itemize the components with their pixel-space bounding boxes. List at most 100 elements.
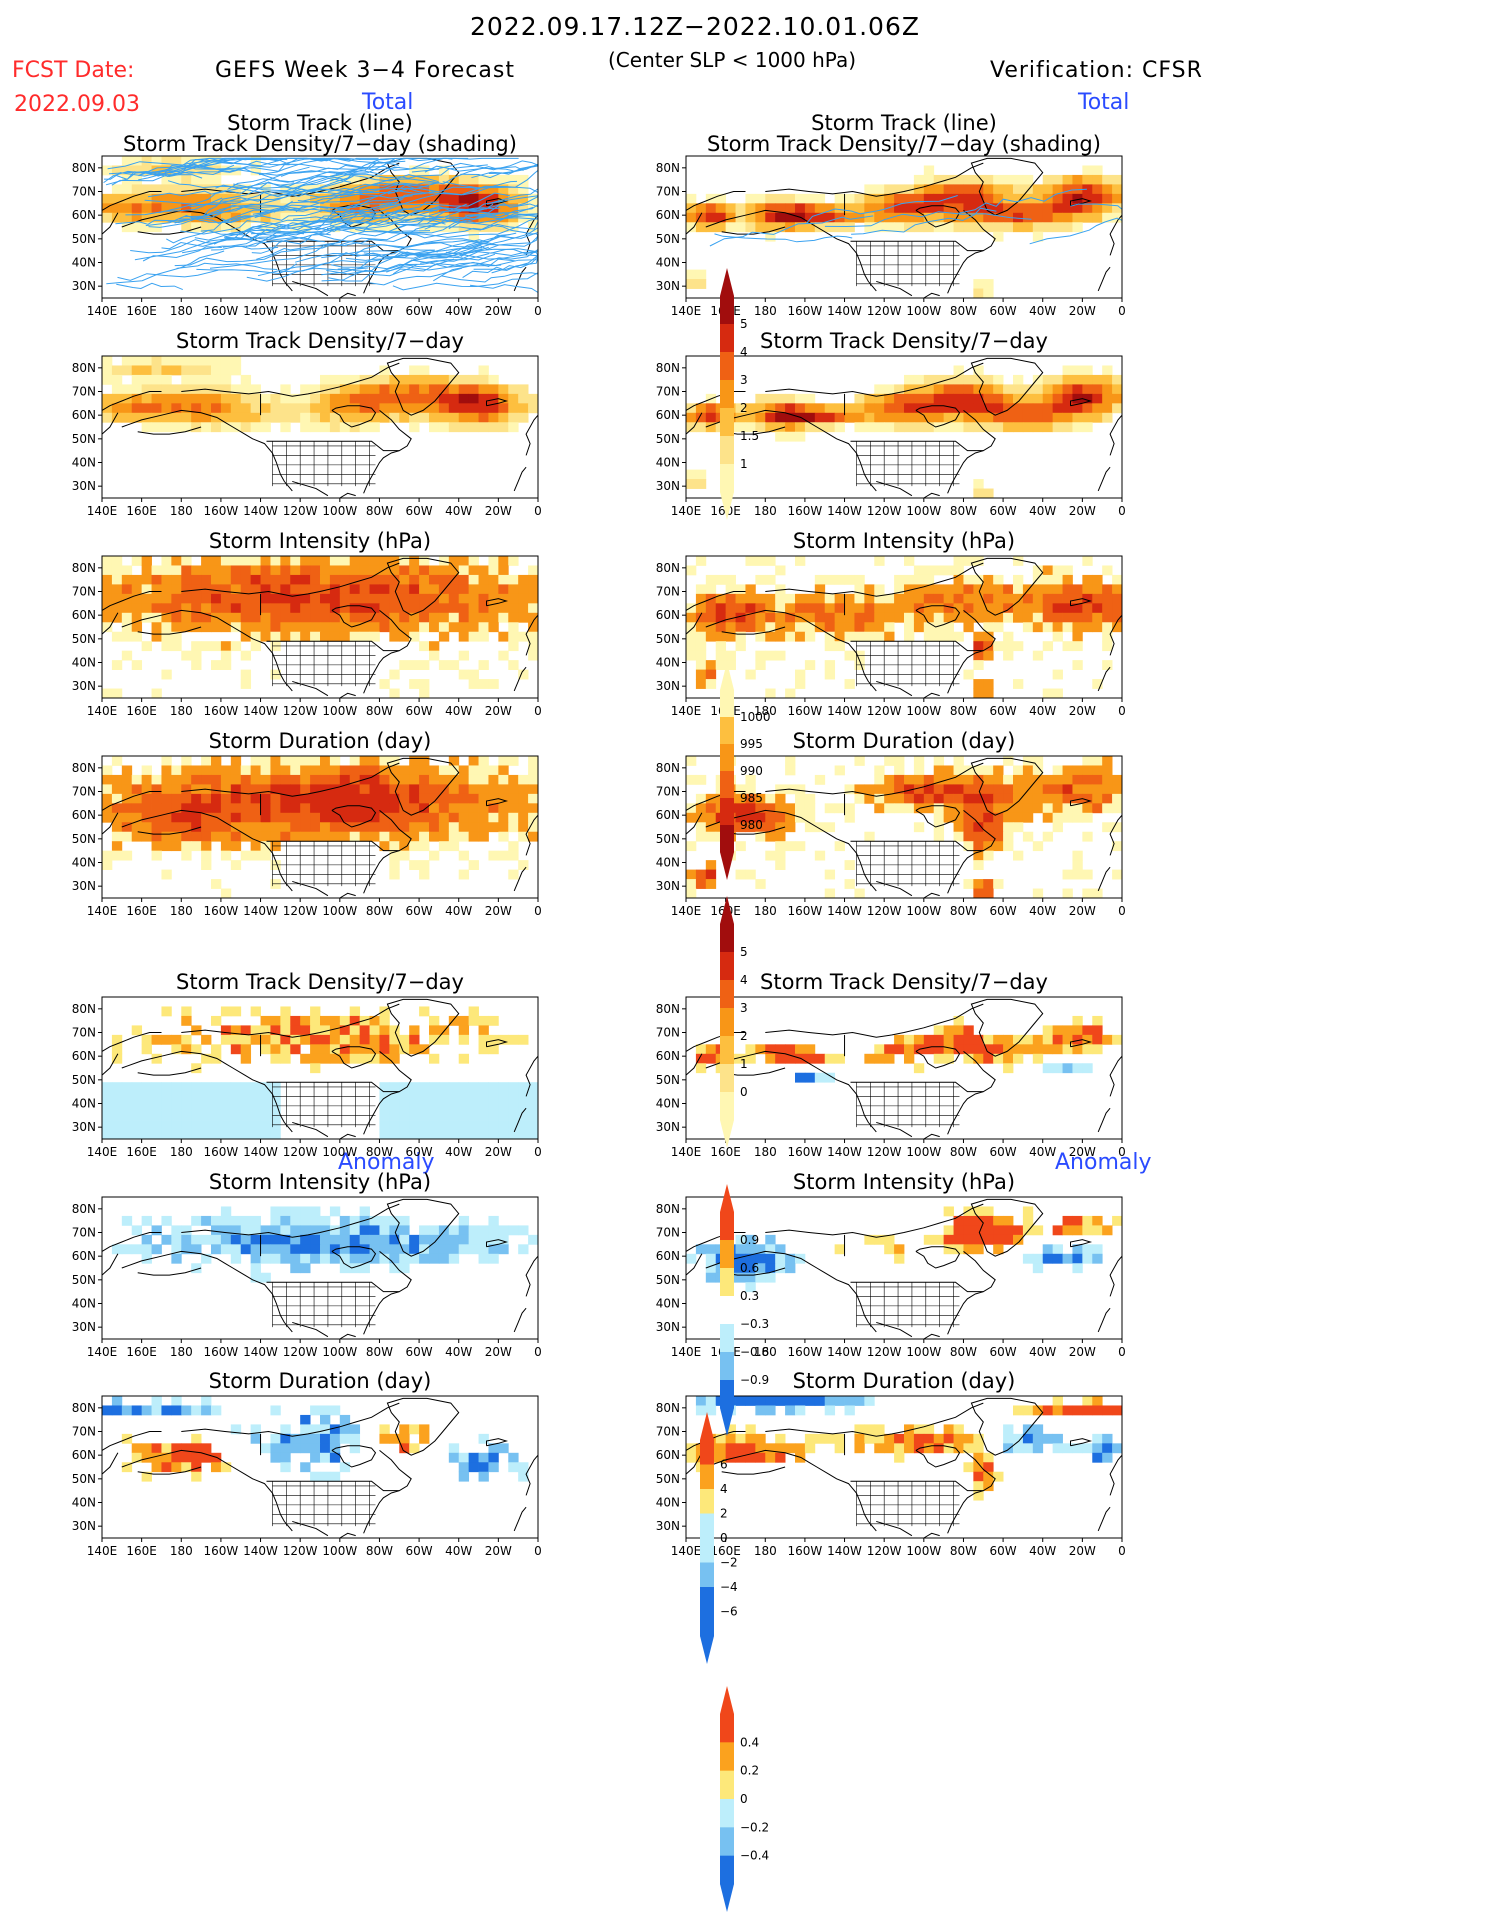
grid-cell	[329, 812, 341, 823]
coastline	[1109, 1255, 1123, 1297]
grid-cell	[1102, 584, 1113, 595]
colorbar-swatch	[720, 1770, 734, 1800]
grid-cell	[765, 812, 776, 823]
grid-cell	[389, 1253, 400, 1264]
grid-cell	[695, 822, 707, 833]
grid-cell	[508, 660, 519, 670]
coastline	[876, 280, 913, 297]
storm-track-line	[138, 161, 400, 181]
grid-cell	[1052, 222, 1063, 233]
grid-cell	[379, 556, 390, 566]
grid-cell	[320, 212, 331, 223]
border-line	[266, 1081, 400, 1093]
grid-cell	[419, 1120, 430, 1130]
grid-cell	[141, 831, 152, 842]
y-tick-label: 80N	[656, 161, 680, 175]
grid-cell	[983, 831, 994, 842]
grid-cell	[181, 1006, 192, 1017]
grid-cell	[300, 831, 311, 842]
grid-cell	[715, 1433, 727, 1444]
grid-cell	[151, 688, 162, 699]
grid-cell	[211, 1462, 222, 1473]
grid-cell	[983, 412, 994, 423]
grid-cell	[300, 1225, 311, 1236]
grid-cell	[963, 622, 974, 633]
grid-cell	[1042, 603, 1054, 614]
grid-cell	[933, 212, 945, 223]
grid-cell	[973, 479, 984, 489]
grid-cell	[191, 650, 202, 661]
grid-cell	[329, 584, 341, 595]
coastline	[181, 1203, 400, 1238]
grid-cell	[1062, 784, 1073, 795]
panel-title: Storm Track Density/7−day	[176, 329, 464, 353]
grid-cell	[528, 584, 539, 595]
grid-cell	[339, 1244, 351, 1255]
coastline	[876, 1520, 913, 1537]
grid-cell	[151, 774, 162, 785]
grid-cell	[1112, 1215, 1123, 1226]
grid-cell	[973, 660, 984, 670]
grid-cell	[518, 574, 529, 585]
grid-cell	[458, 822, 470, 833]
grid-cell	[448, 1452, 460, 1463]
grid-cell	[250, 1082, 261, 1093]
grid-cell	[310, 1443, 321, 1454]
grid-cell	[280, 403, 291, 414]
grid-cell	[359, 822, 370, 833]
grid-cell	[438, 1244, 450, 1255]
coastline	[101, 1253, 119, 1276]
colorbar-swatch	[720, 1064, 734, 1093]
grid-cell	[765, 556, 776, 566]
grid-cell	[389, 1244, 400, 1255]
grid-cell	[695, 479, 707, 489]
grid-cell	[131, 174, 143, 185]
grid-cell	[320, 1433, 331, 1444]
grid-cell	[131, 593, 143, 604]
grid-cell	[260, 422, 271, 433]
grid-cell	[745, 584, 756, 595]
grid-cell	[933, 1053, 945, 1064]
grid-cell	[448, 1101, 460, 1111]
grid-cell	[705, 660, 717, 670]
grid-cell	[775, 593, 786, 604]
grid-cell	[131, 1025, 143, 1036]
grid-cell	[973, 422, 984, 433]
grid-cell	[102, 860, 113, 870]
grid-cell	[498, 1129, 509, 1140]
storm-track-line	[196, 263, 297, 275]
coastline	[525, 1055, 539, 1097]
colorbar-label: 1.5	[740, 429, 759, 443]
grid-cell	[290, 1225, 301, 1236]
grid-cell	[864, 184, 875, 195]
grid-cell	[220, 803, 232, 814]
grid-cell	[141, 222, 152, 233]
grid-cell	[478, 584, 489, 595]
grid-cell	[993, 812, 1004, 823]
grid-cell	[468, 622, 479, 633]
x-tick-label: 160W	[788, 704, 823, 718]
grid-cell	[933, 393, 945, 404]
grid-cell	[171, 822, 182, 833]
y-tick-label: 50N	[656, 1472, 680, 1486]
grid-cell	[518, 593, 529, 604]
grid-cell	[765, 1396, 776, 1406]
grid-cell	[220, 574, 232, 585]
grid-cell	[349, 184, 361, 195]
grid-cell	[983, 784, 994, 795]
grid-cell	[775, 1433, 786, 1444]
x-tick-label: 180	[170, 1544, 193, 1558]
grid-cell	[725, 222, 736, 233]
grid-cell	[993, 1234, 1004, 1245]
grid-cell	[923, 222, 935, 233]
grid-cell	[111, 756, 123, 766]
x-tick-label: 40W	[445, 1345, 472, 1359]
grid-cell	[230, 422, 242, 433]
grid-cell	[389, 565, 400, 576]
grid-cell	[894, 422, 905, 433]
y-tick-label: 40N	[656, 256, 680, 270]
grid-cell	[735, 1263, 746, 1274]
grid-cell	[993, 412, 1004, 423]
grid-cell	[220, 384, 232, 395]
grid-cell	[953, 412, 964, 423]
